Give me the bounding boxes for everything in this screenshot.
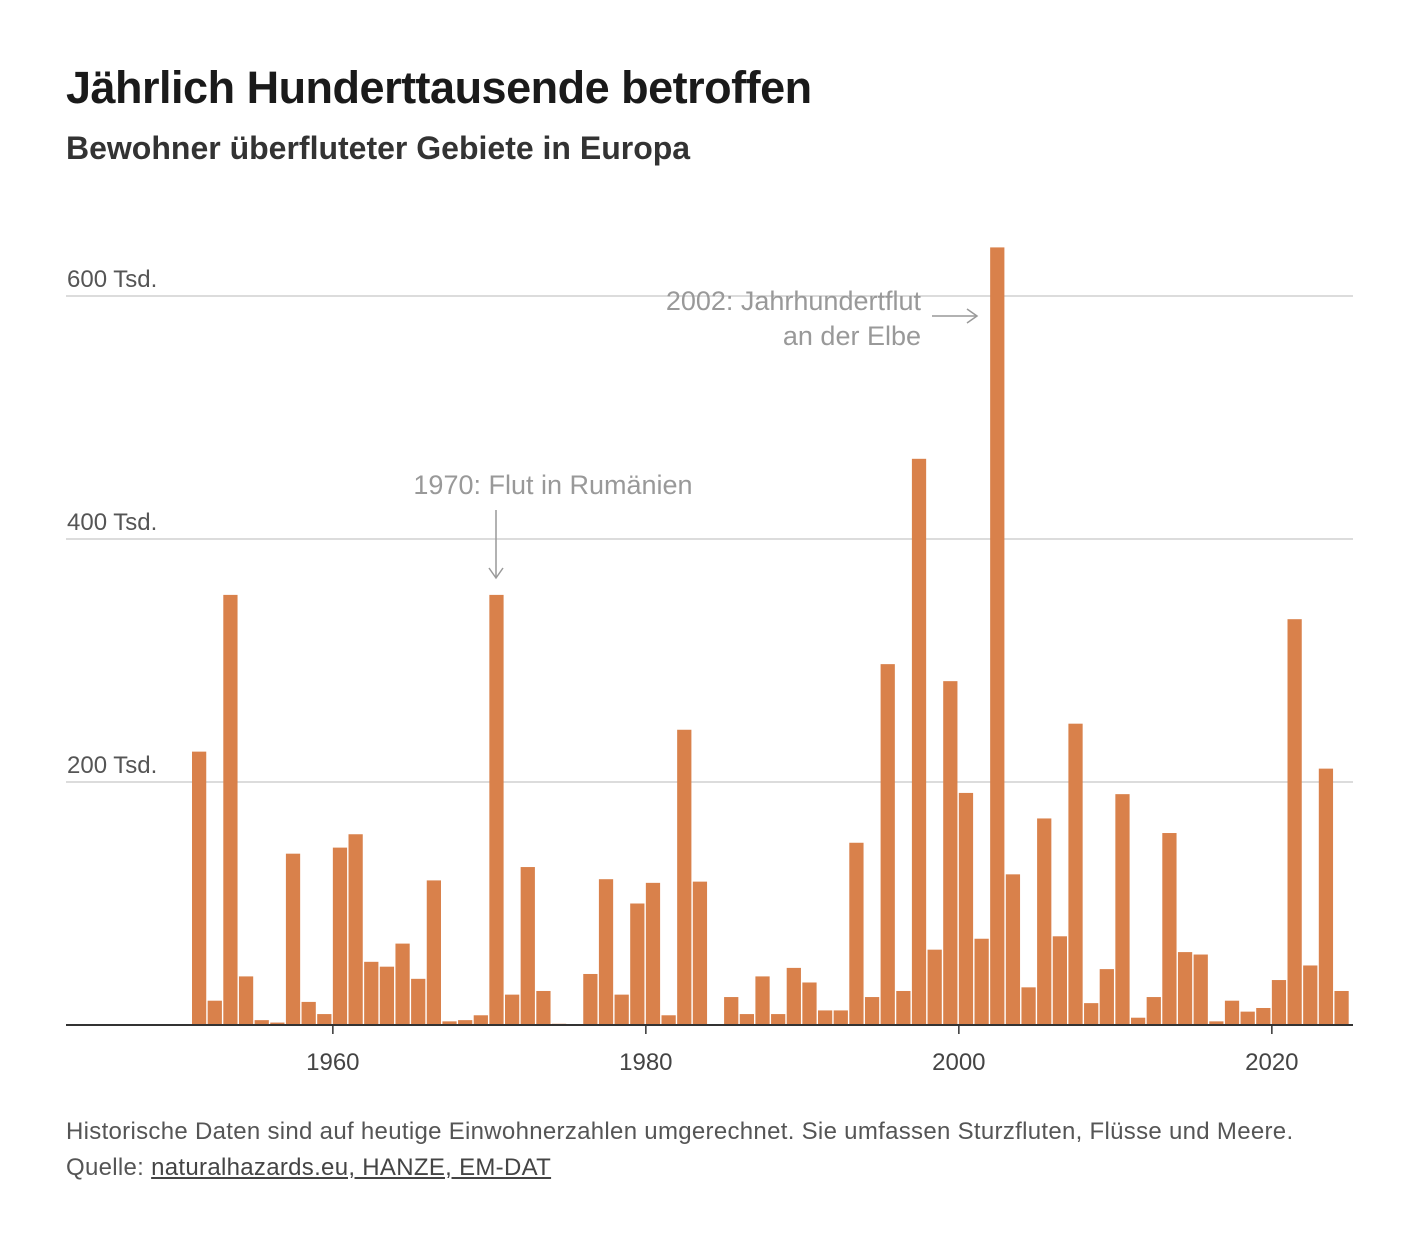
bar-2007 bbox=[1068, 723, 1083, 1025]
bar-1982 bbox=[677, 729, 692, 1025]
annotation-2002-label-line1: 2002: Jahrhundertflut bbox=[666, 286, 922, 316]
bar-2013 bbox=[1162, 833, 1177, 1025]
bar-2020 bbox=[1271, 980, 1287, 1025]
x-tick-label-2000: 2000 bbox=[932, 1049, 985, 1076]
bar-2012 bbox=[1146, 997, 1161, 1025]
bar-2016 bbox=[1209, 1021, 1224, 1025]
bar-1959 bbox=[317, 1014, 332, 1025]
bar-2003 bbox=[1005, 874, 1021, 1025]
bar-1962 bbox=[364, 961, 379, 1025]
bar-1956 bbox=[270, 1022, 285, 1025]
bar-1995 bbox=[880, 664, 895, 1025]
bar-1992 bbox=[833, 1010, 848, 1025]
bar-1996 bbox=[896, 990, 911, 1025]
bar-2000 bbox=[958, 792, 974, 1025]
annotation-2002-arrowhead bbox=[966, 308, 979, 324]
bar-2018 bbox=[1240, 1011, 1255, 1025]
x-tick-label-2020: 2020 bbox=[1245, 1049, 1298, 1076]
bar-1969 bbox=[473, 1015, 488, 1025]
y-tick-label: 200 Tsd. bbox=[67, 752, 157, 779]
bar-2010 bbox=[1115, 794, 1130, 1025]
bar-1986 bbox=[739, 1014, 754, 1025]
bar-1955 bbox=[254, 1020, 269, 1025]
bar-2005 bbox=[1037, 818, 1052, 1025]
bar-1953 bbox=[223, 594, 238, 1025]
bar-2009 bbox=[1099, 969, 1114, 1025]
bar-1993 bbox=[849, 842, 864, 1025]
bar-1997 bbox=[911, 458, 927, 1025]
bar-1971 bbox=[505, 994, 520, 1026]
gridlines: 200 Tsd. 400 Tsd. 600 Tsd. bbox=[66, 266, 1353, 783]
bar-1957 bbox=[285, 853, 301, 1025]
chart-subtitle: Bewohner überfluteter Gebiete in Europa bbox=[66, 130, 691, 166]
x-tick-label-1960: 1960 bbox=[306, 1049, 359, 1076]
bar-2022 bbox=[1303, 965, 1318, 1025]
bar-2006 bbox=[1052, 936, 1067, 1025]
bar-2023 bbox=[1318, 768, 1334, 1025]
bar-2004 bbox=[1021, 987, 1036, 1025]
bar-2015 bbox=[1193, 954, 1208, 1025]
bar-2002 bbox=[990, 247, 1005, 1025]
bar-1998 bbox=[927, 949, 942, 1025]
bar-2011 bbox=[1131, 1017, 1146, 1025]
bar-1967 bbox=[442, 1021, 457, 1025]
bar-1979 bbox=[630, 903, 645, 1025]
bar-1965 bbox=[411, 978, 426, 1025]
bar-1990 bbox=[802, 982, 817, 1025]
bar-1977 bbox=[598, 879, 614, 1025]
bar-2024 bbox=[1334, 990, 1349, 1025]
bar-1966 bbox=[426, 880, 441, 1025]
bar-1978 bbox=[614, 994, 629, 1026]
x-tick-label-1980: 1980 bbox=[619, 1049, 672, 1076]
bar-1954 bbox=[238, 976, 254, 1025]
bar-1951 bbox=[192, 751, 207, 1026]
bar-1963 bbox=[379, 966, 395, 1025]
chart-title: Jährlich Hunderttausende betroffen bbox=[66, 62, 812, 113]
bar-1989 bbox=[786, 967, 801, 1025]
bar-1968 bbox=[458, 1020, 473, 1025]
footnote-text: Historische Daten sind auf heutige Einwo… bbox=[66, 1118, 1294, 1181]
bar-1970 bbox=[489, 594, 504, 1025]
bar-2017 bbox=[1224, 1000, 1240, 1025]
bar-1964 bbox=[395, 943, 410, 1025]
bar-1972 bbox=[520, 867, 535, 1025]
bar-1994 bbox=[864, 997, 880, 1025]
bar-1976 bbox=[583, 973, 598, 1025]
bar-1981 bbox=[661, 1015, 676, 1025]
y-tick-label: 600 Tsd. bbox=[67, 266, 157, 293]
bar-1999 bbox=[943, 681, 958, 1025]
bar-chart: 200 Tsd. 400 Tsd. 600 Tsd. 1960 1980 2000 202… bbox=[66, 247, 1353, 1076]
annotation-2002-label-line2: an der Elbe bbox=[783, 321, 921, 351]
bar-2019 bbox=[1256, 1007, 1271, 1025]
source-link[interactable]: naturalhazards.eu, HANZE, EM-DAT bbox=[151, 1154, 552, 1181]
annotation-1970-arrowhead bbox=[488, 567, 504, 580]
bar-1988 bbox=[771, 1014, 786, 1025]
bars bbox=[192, 247, 1349, 1026]
bar-2014 bbox=[1177, 952, 1193, 1025]
bar-2008 bbox=[1084, 1003, 1099, 1025]
bar-1987 bbox=[755, 976, 770, 1025]
bar-2001 bbox=[974, 938, 989, 1025]
bar-1958 bbox=[301, 1001, 316, 1025]
bar-1952 bbox=[207, 1000, 222, 1025]
annotation-1970-label: 1970: Flut in Rumänien bbox=[413, 470, 692, 500]
y-tick-label: 400 Tsd. bbox=[67, 509, 157, 536]
annotations: 1970: Flut in Rumänien 2002: Jahrhundert… bbox=[413, 286, 979, 580]
x-axis: 1960 1980 2000 2020 bbox=[66, 1024, 1353, 1076]
bar-1973 bbox=[536, 990, 551, 1025]
footnote: Historische Daten sind auf heutige Einwo… bbox=[66, 1114, 1356, 1186]
bar-1991 bbox=[818, 1010, 833, 1025]
bar-1985 bbox=[724, 997, 739, 1025]
bar-1980 bbox=[645, 882, 661, 1025]
bar-1961 bbox=[348, 834, 363, 1025]
bar-1960 bbox=[332, 847, 348, 1025]
bar-2021 bbox=[1287, 619, 1302, 1025]
bar-1983 bbox=[692, 881, 708, 1025]
